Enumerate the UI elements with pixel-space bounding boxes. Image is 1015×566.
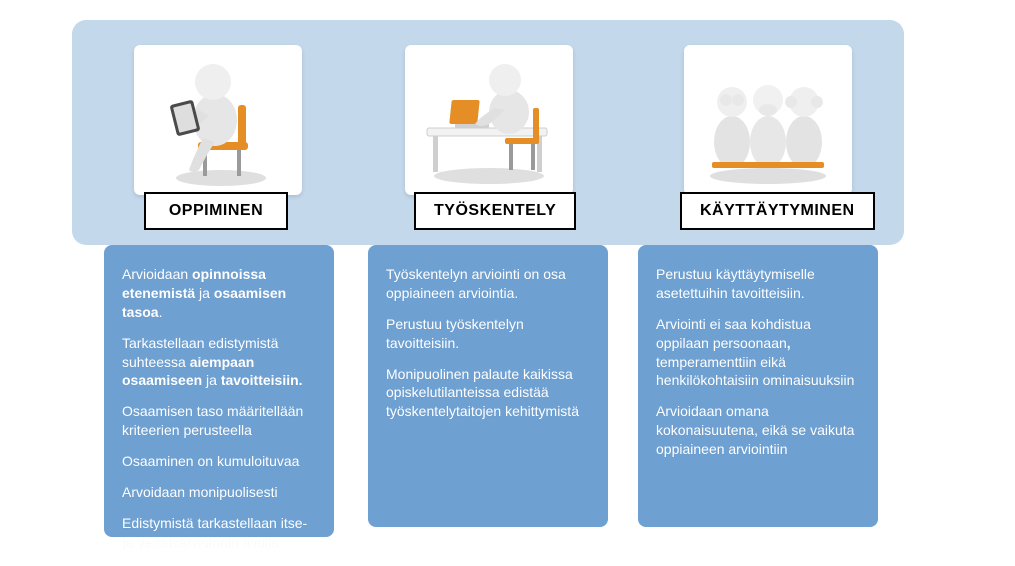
kayttaytyminen-label: KÄYTTÄYTYMINEN xyxy=(680,192,875,230)
tyoskentely-body: Työskentelyn arviointi on osa oppiaineen… xyxy=(368,245,608,527)
oppiminen-body: Arvioidaan opinnoissa etenemistä ja osaa… xyxy=(104,245,334,537)
infographic-stage: OPPIMINEN TYÖSKENTELY KÄYTTÄYTYMINEN Arv… xyxy=(0,0,1015,566)
oppiminen-image xyxy=(134,45,302,195)
oppiminen-label: OPPIMINEN xyxy=(144,192,288,230)
body-paragraph: Arvoidaan monipuolisesti xyxy=(122,483,316,502)
kayttaytyminen-body: Perustuu käyttäytymiselle asetettuihin t… xyxy=(638,245,878,527)
body-paragraph: Monipuolinen palaute kaikissa opiskeluti… xyxy=(386,365,590,422)
body-paragraph: Arvioidaan opinnoissa etenemistä ja osaa… xyxy=(122,265,316,322)
body-paragraph: Työskentelyn arviointi on osa oppiaineen… xyxy=(386,265,590,303)
body-paragraph: Perustuu käyttäytymiselle asetettuihin t… xyxy=(656,265,860,303)
body-paragraph: Osaamisen taso määritellään kriteerien p… xyxy=(122,402,316,440)
tyoskentely-image xyxy=(405,45,573,195)
body-paragraph: Osaaminen on kumuloituvaa xyxy=(122,452,316,471)
body-paragraph: Arviointi ei saa kohdistua oppilaan pers… xyxy=(656,315,860,391)
kayttaytyminen-image xyxy=(684,45,852,195)
tyoskentely-label: TYÖSKENTELY xyxy=(414,192,576,230)
figure-reading-icon xyxy=(143,50,293,190)
figure-desk-icon xyxy=(409,50,569,190)
body-paragraph: Edistymistä tarkastellaan itse- ja verta… xyxy=(122,514,316,552)
three-figures-icon xyxy=(688,50,848,190)
body-paragraph: Arvioidaan omana kokonaisuutena, eikä se… xyxy=(656,402,860,459)
body-paragraph: Tarkastellaan edistymistä suhteessa aiem… xyxy=(122,334,316,391)
body-paragraph: Perustuu työskentelyn tavoitteisiin. xyxy=(386,315,590,353)
